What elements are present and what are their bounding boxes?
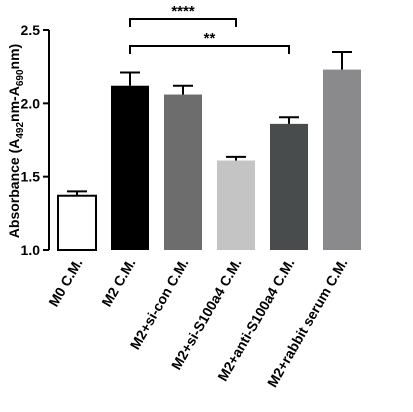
error-bars bbox=[67, 51, 352, 196]
y-tick-label: 2.0 bbox=[21, 95, 41, 111]
bar-5 bbox=[323, 69, 361, 250]
significance-bracket-0 bbox=[129, 18, 237, 27]
y-axis-label-mid: nm-A bbox=[6, 86, 22, 122]
significance-bracket-1 bbox=[129, 45, 290, 54]
x-axis-labels: M0 C.M. M2 C.M.M2+si-con C.M.M2+si-S100a4… bbox=[45, 256, 350, 390]
y-axis-label-end: nm) bbox=[6, 44, 22, 70]
y-axis-label-sub1: 492 bbox=[15, 122, 26, 139]
significance-label-0: **** bbox=[171, 3, 195, 20]
y-axis-label-main: Absorbance (A bbox=[6, 139, 22, 239]
significance-brackets: ****** bbox=[129, 3, 290, 54]
bar-1 bbox=[111, 85, 149, 250]
bar-4 bbox=[270, 123, 308, 250]
bars bbox=[57, 69, 361, 252]
category-label-0: M0 C.M. bbox=[45, 256, 85, 310]
category-label-1: M2 C.M. bbox=[98, 256, 138, 310]
bar-2 bbox=[164, 94, 202, 251]
bar-0 bbox=[57, 194, 97, 252]
y-tick-label: 2.5 bbox=[21, 22, 41, 38]
significance-label-1: ** bbox=[204, 30, 216, 47]
y-axis-label-sub2: 690 bbox=[15, 69, 26, 86]
y-axis-label: Absorbance (A492nm-A690nm) bbox=[6, 44, 26, 238]
category-label-2: M2+si-con C.M. bbox=[127, 256, 192, 353]
bar-3 bbox=[217, 160, 255, 250]
y-tick-label: 1.0 bbox=[21, 242, 41, 258]
y-tick-label: 1.5 bbox=[21, 169, 41, 185]
y-axis: 1.0 1.5 2.0 2.5 bbox=[21, 22, 50, 258]
